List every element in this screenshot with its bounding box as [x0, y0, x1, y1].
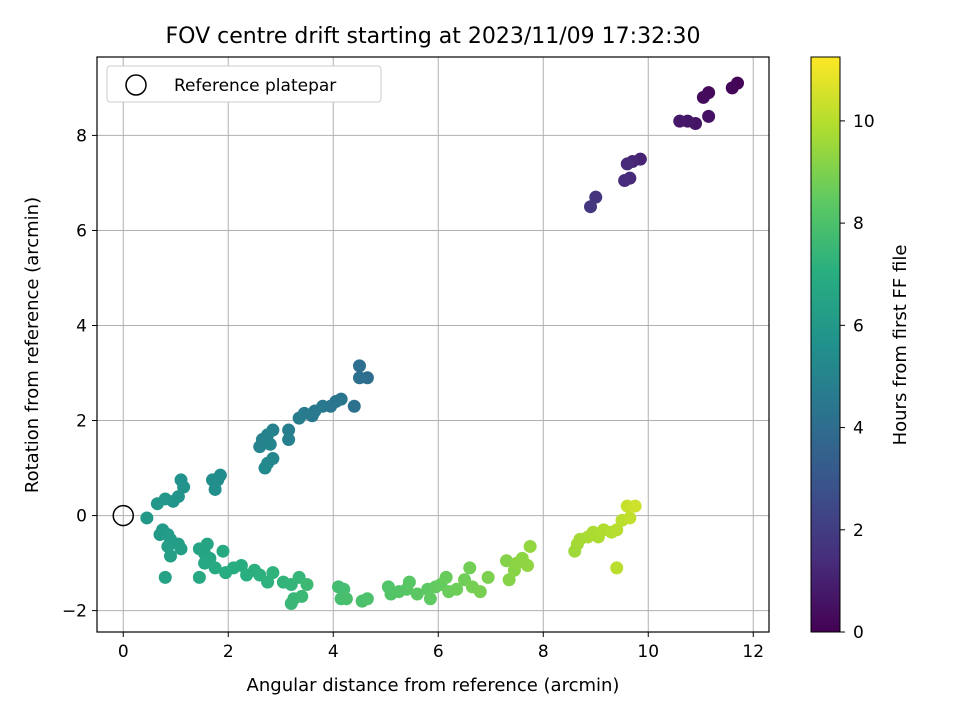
y-axis-ticks: −2 0 2 4 6 8	[62, 126, 97, 622]
data-point	[261, 575, 275, 589]
reference-platepar-marker	[112, 504, 134, 527]
x-tick-label: 4	[328, 642, 339, 662]
legend-marker	[125, 74, 147, 96]
y-tick-label: 8	[76, 126, 87, 146]
data-point	[198, 556, 212, 570]
data-point	[263, 437, 277, 451]
data-point	[523, 539, 537, 553]
data-point	[234, 558, 248, 572]
y-tick-label: 4	[76, 316, 87, 336]
chart-title: FOV centre drift starting at 2023/11/09 …	[166, 24, 701, 49]
colorbar-tick-label: 10	[853, 112, 875, 132]
data-point	[620, 157, 634, 171]
legend: Reference platepar	[106, 65, 382, 103]
data-point	[150, 497, 164, 511]
colorbar-frame	[810, 56, 841, 633]
legend-entry-reference-platepar: Reference platepar	[174, 76, 336, 96]
data-point	[339, 592, 353, 606]
y-tick-label: 6	[76, 221, 87, 241]
colorbar-label: Hours from first FF file	[890, 245, 911, 446]
data-point	[502, 573, 516, 587]
data-point	[423, 592, 437, 606]
x-tick-label: 12	[742, 642, 764, 662]
y-tick-label: 2	[76, 412, 87, 432]
y-tick-label: 0	[76, 507, 87, 527]
data-point	[295, 589, 309, 603]
data-point	[208, 482, 222, 496]
data-point	[481, 570, 495, 584]
x-tick-label: 6	[433, 642, 444, 662]
data-point	[353, 359, 366, 373]
y-tick-label: −2	[62, 602, 87, 622]
data-point	[618, 174, 632, 188]
colorbar-tick-label: 4	[853, 419, 864, 439]
data-point	[610, 523, 624, 537]
data-point	[300, 577, 314, 591]
data-point	[208, 561, 222, 575]
data-point	[410, 587, 424, 601]
data-point	[347, 399, 361, 413]
data-point	[164, 549, 177, 563]
data-point	[216, 544, 230, 558]
data-point	[292, 411, 306, 425]
x-tick-label: 0	[118, 642, 129, 662]
data-point	[673, 114, 687, 128]
data-point	[696, 90, 710, 104]
data-point	[192, 570, 206, 584]
x-axis-label: Angular distance from reference (arcmin)	[247, 675, 620, 696]
data-point	[521, 558, 534, 572]
data-points	[140, 76, 744, 610]
data-point	[725, 81, 739, 95]
data-point	[623, 511, 637, 525]
x-axis-ticks: 0 2 4 6 8 10 12	[118, 632, 764, 662]
colorbar: 0 2 4 6 8 10 Hours from first FF file	[810, 56, 911, 643]
data-point	[610, 561, 624, 575]
data-point	[589, 190, 603, 204]
data-point	[282, 433, 296, 447]
data-point	[174, 542, 188, 556]
data-point	[628, 499, 642, 513]
colorbar-ticks: 0 2 4 6 8 10	[840, 112, 875, 643]
plot-frame	[96, 56, 770, 633]
data-point	[402, 575, 416, 589]
data-point	[584, 200, 597, 214]
data-point	[702, 109, 716, 123]
grid-lines	[97, 57, 769, 632]
colorbar-tick-label: 2	[853, 521, 864, 541]
x-tick-label: 2	[223, 642, 234, 662]
data-point	[439, 570, 453, 584]
colorbar-gradient	[811, 57, 840, 632]
data-point	[360, 592, 374, 606]
data-point	[463, 561, 477, 575]
data-point	[140, 511, 154, 525]
data-point	[450, 582, 464, 596]
x-tick-label: 10	[637, 642, 659, 662]
data-point	[158, 570, 172, 584]
data-point	[177, 480, 191, 494]
legend-box	[106, 65, 382, 103]
y-axis-label: Rotation from reference (arcmin)	[22, 197, 43, 493]
data-point	[253, 440, 267, 454]
data-point	[258, 461, 272, 475]
colorbar-tick-label: 0	[853, 623, 864, 643]
data-point	[473, 585, 487, 599]
data-point	[500, 554, 513, 568]
x-tick-label: 8	[538, 642, 549, 662]
data-point	[284, 596, 298, 610]
colorbar-tick-label: 8	[853, 214, 864, 234]
data-point	[353, 371, 366, 385]
colorbar-tick-label: 6	[853, 316, 864, 336]
data-point	[282, 423, 296, 437]
data-point	[266, 566, 280, 580]
